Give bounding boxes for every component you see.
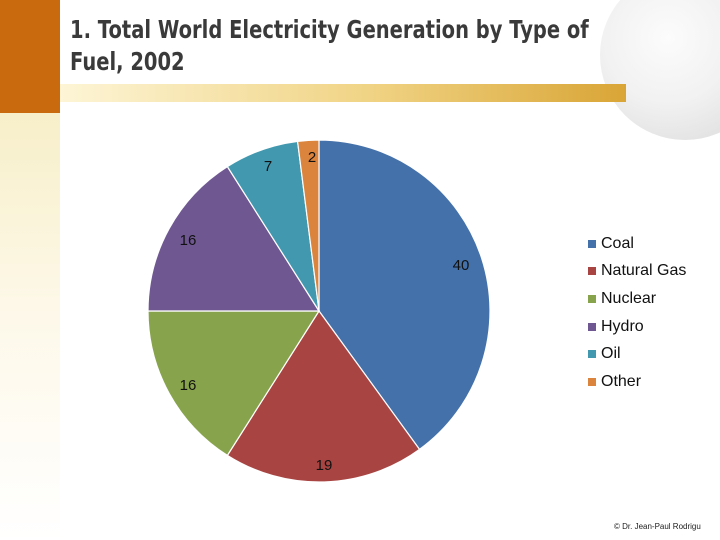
slide-title: 1. Total World Electricity Generation by… (70, 15, 589, 76)
data-label-other: 2 (308, 149, 316, 166)
legend-swatch-other (588, 377, 596, 386)
data-label-oil: 7 (264, 158, 272, 175)
orange-corner-block (0, 0, 60, 113)
legend-item-oil: Oil (588, 340, 686, 368)
legend-item-natural-gas: Natural Gas (588, 258, 686, 286)
title-underline-bar (60, 84, 626, 102)
legend-label-oil: Oil (601, 345, 621, 363)
legend-item-hydro: Hydro (588, 313, 686, 341)
legend-swatch-nuclear (588, 294, 596, 303)
legend-label-other: Other (601, 372, 642, 390)
legend-swatch-oil (588, 350, 596, 359)
copyright-text: © Dr. Jean-Paul Rodrigu (614, 522, 701, 531)
pie-slice-natural-gas (226, 309, 421, 483)
chart-legend: Coal Natural Gas Nuclear Hydro Oil Other (588, 230, 686, 396)
left-gradient-strip (0, 113, 60, 540)
legend-label-coal: Coal (601, 234, 634, 252)
pie-slice-hydro (147, 165, 321, 312)
data-label-nuclear: 16 (180, 377, 197, 394)
pie-slice-other (296, 139, 320, 312)
legend-swatch-coal (588, 239, 596, 248)
legend-label-hydro: Hydro (601, 317, 644, 335)
data-label-coal: 40 (453, 257, 470, 274)
legend-swatch-hydro (588, 322, 596, 331)
data-label-natural-gas: 19 (316, 457, 333, 474)
legend-swatch-natural-gas (588, 267, 596, 276)
data-label-hydro: 16 (180, 232, 197, 249)
pie-slice-nuclear (147, 310, 321, 457)
legend-item-nuclear: Nuclear (588, 285, 686, 313)
legend-label-nuclear: Nuclear (601, 289, 657, 307)
legend-item-coal: Coal (588, 230, 686, 258)
pie-slice-coal (318, 139, 491, 451)
legend-item-other: Other (588, 368, 686, 396)
legend-label-natural-gas: Natural Gas (601, 262, 687, 280)
